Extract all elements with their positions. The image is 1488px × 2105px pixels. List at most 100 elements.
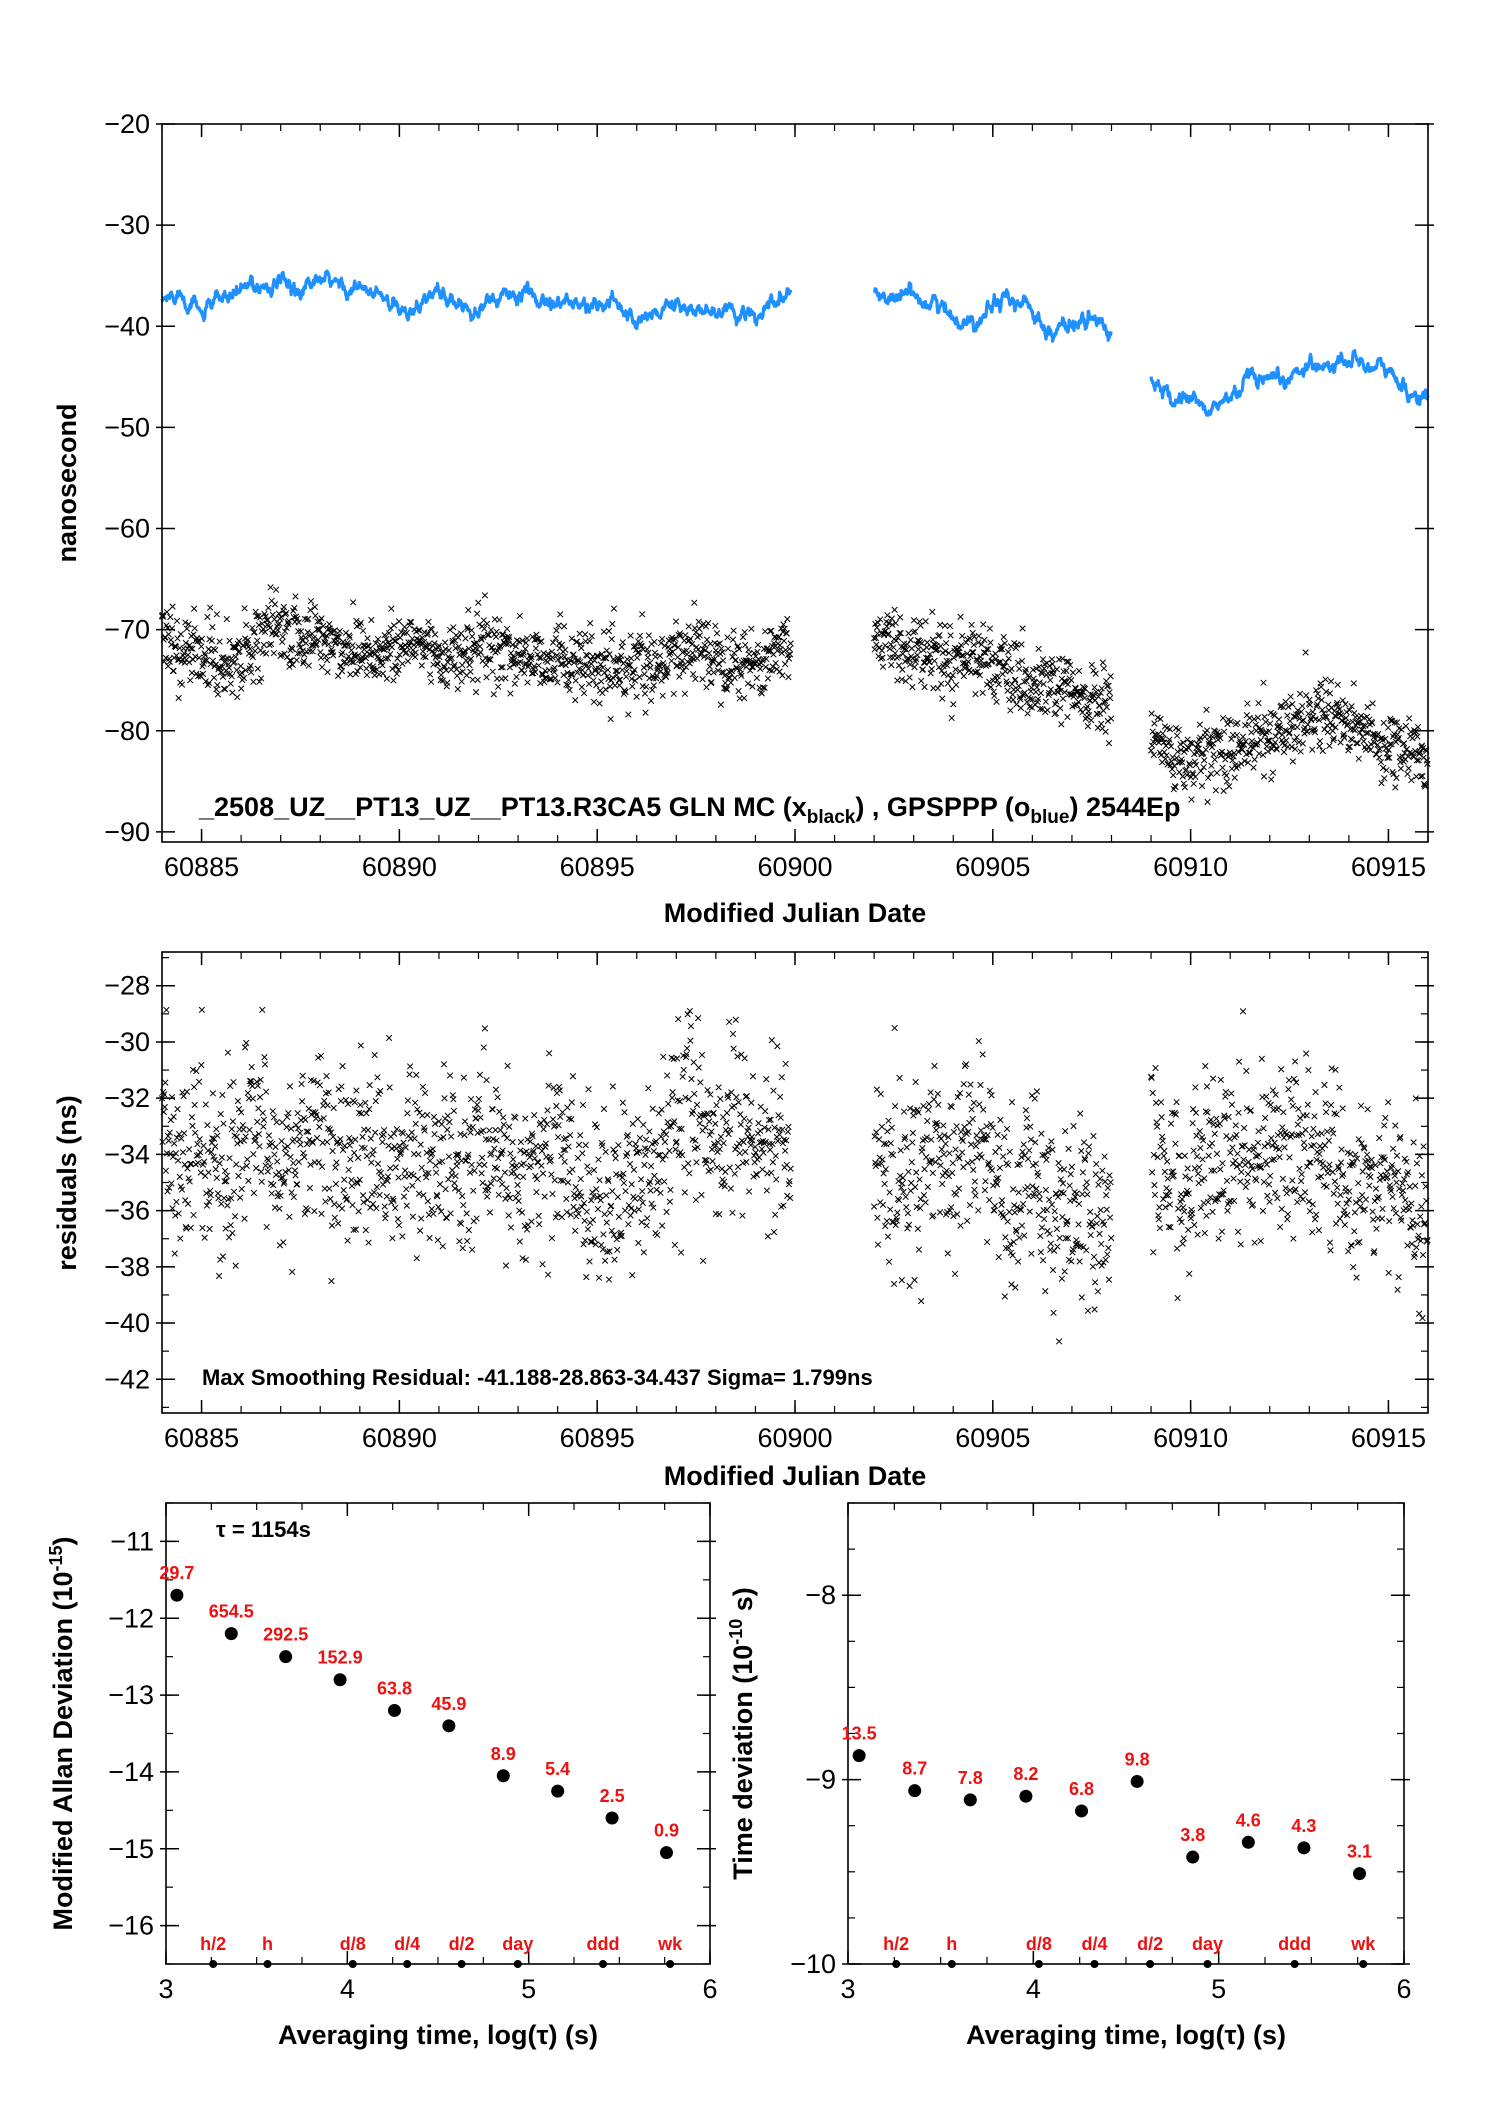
point-count-label: 63.8 xyxy=(377,1678,412,1698)
residual-marker xyxy=(612,1155,619,1162)
gln-mc-marker xyxy=(1223,778,1231,785)
residual-marker xyxy=(1199,1156,1206,1163)
residual-marker xyxy=(1408,1200,1415,1207)
residual-marker xyxy=(1279,1124,1286,1131)
gln-mc-marker xyxy=(586,620,594,627)
deviation-point xyxy=(224,1627,238,1641)
gln-mc-marker xyxy=(1150,751,1157,759)
residual-marker xyxy=(1098,1240,1105,1248)
interval-marker xyxy=(1359,1960,1368,1968)
gln-mc-marker xyxy=(1053,666,1061,673)
residual-marker xyxy=(315,1159,322,1166)
residual-marker xyxy=(291,1136,298,1143)
residual-marker xyxy=(1366,1182,1373,1189)
residual-marker xyxy=(1370,1249,1377,1257)
residual-marker xyxy=(885,1258,893,1265)
residual-marker xyxy=(1107,1179,1114,1186)
residual-marker xyxy=(650,1204,657,1211)
residual-marker xyxy=(1271,1189,1279,1196)
residual-marker xyxy=(1148,1074,1155,1082)
residual-marker xyxy=(212,1143,219,1150)
residual-marker xyxy=(1330,1190,1337,1197)
residual-marker xyxy=(434,1193,441,1200)
residual-marker xyxy=(580,1200,588,1207)
residual-marker xyxy=(331,1200,338,1208)
gln-mc-marker xyxy=(222,655,229,663)
gln-mc-marker xyxy=(388,605,395,612)
residual-marker xyxy=(710,1109,717,1117)
gln-mc-marker xyxy=(929,608,936,616)
residual-marker xyxy=(1269,1087,1277,1094)
residual-marker xyxy=(439,1243,446,1250)
interval-marker xyxy=(947,1960,956,1968)
residual-marker xyxy=(384,1173,392,1180)
gln-mc-marker xyxy=(606,651,613,658)
gln-mc-marker xyxy=(616,682,623,689)
gln-mc-marker xyxy=(987,683,995,691)
residual-marker xyxy=(258,1178,265,1185)
gln-mc-marker xyxy=(1376,745,1383,752)
residual-marker xyxy=(1322,1100,1329,1107)
residual-marker xyxy=(1173,1245,1181,1252)
residual-marker xyxy=(1227,1149,1234,1156)
residual-marker xyxy=(884,1128,891,1135)
residual-marker xyxy=(1402,1196,1409,1204)
residual-marker xyxy=(716,1145,723,1153)
gln-mc-marker xyxy=(1075,667,1083,675)
residual-marker xyxy=(1017,1206,1025,1214)
gln-mc-marker xyxy=(521,670,528,677)
gln-mc-marker xyxy=(901,646,908,653)
residual-marker xyxy=(1217,1166,1224,1173)
gln-mc-marker xyxy=(956,644,963,652)
residual-marker xyxy=(1020,1141,1027,1148)
gln-mc-marker xyxy=(1402,722,1410,730)
gln-mc-marker xyxy=(1379,764,1387,772)
gln-mc-marker xyxy=(942,639,950,647)
gln-mc-marker xyxy=(434,661,441,668)
gln-mc-marker xyxy=(310,642,317,649)
residual-marker xyxy=(486,1209,494,1216)
residual-marker xyxy=(364,1196,371,1204)
residual-marker xyxy=(1087,1231,1094,1239)
residual-marker xyxy=(768,1037,775,1044)
residual-marker xyxy=(1351,1228,1358,1235)
gln-mc-marker xyxy=(1401,740,1408,747)
residual-marker xyxy=(661,1178,668,1185)
gln-mc-marker xyxy=(960,672,968,680)
gln-mc-marker xyxy=(374,635,382,643)
deviation-point xyxy=(333,1673,347,1687)
gln-mc-marker xyxy=(293,615,301,622)
gln-mc-marker xyxy=(879,663,887,670)
residual-marker xyxy=(1284,1210,1292,1218)
plot-frame xyxy=(165,1502,711,1965)
residual-marker xyxy=(226,1154,233,1162)
plot-frame xyxy=(161,951,1429,1414)
residual-marker xyxy=(576,1189,583,1196)
gln-mc-marker xyxy=(425,640,433,648)
residual-marker xyxy=(1298,1171,1305,1178)
gln-mc-marker xyxy=(947,632,954,639)
gln-mc-marker xyxy=(313,626,321,633)
gln-mc-marker xyxy=(672,618,680,625)
residual-marker xyxy=(183,1088,191,1095)
y-tick-label: −10 xyxy=(790,1949,836,1979)
x-tick-label: 5 xyxy=(1211,1974,1226,2004)
gln-mc-marker xyxy=(618,652,625,659)
residual-marker xyxy=(1308,1133,1315,1140)
gln-mc-marker xyxy=(993,698,1000,705)
residual-marker xyxy=(1309,1201,1316,1208)
residual-marker xyxy=(370,1189,378,1196)
residual-marker xyxy=(673,1138,680,1145)
gln-mc-marker xyxy=(1414,733,1421,740)
gln-mc-marker xyxy=(537,680,544,687)
deviation-point xyxy=(659,1846,673,1860)
residual-marker xyxy=(648,1200,655,1207)
residual-marker xyxy=(1059,1180,1067,1187)
gln-mc-marker xyxy=(1381,775,1388,782)
residual-marker xyxy=(316,1123,323,1130)
residual-marker xyxy=(365,1105,373,1113)
residual-marker xyxy=(244,1089,252,1097)
residual-marker xyxy=(1086,1208,1094,1216)
gln-mc-marker xyxy=(429,647,436,655)
